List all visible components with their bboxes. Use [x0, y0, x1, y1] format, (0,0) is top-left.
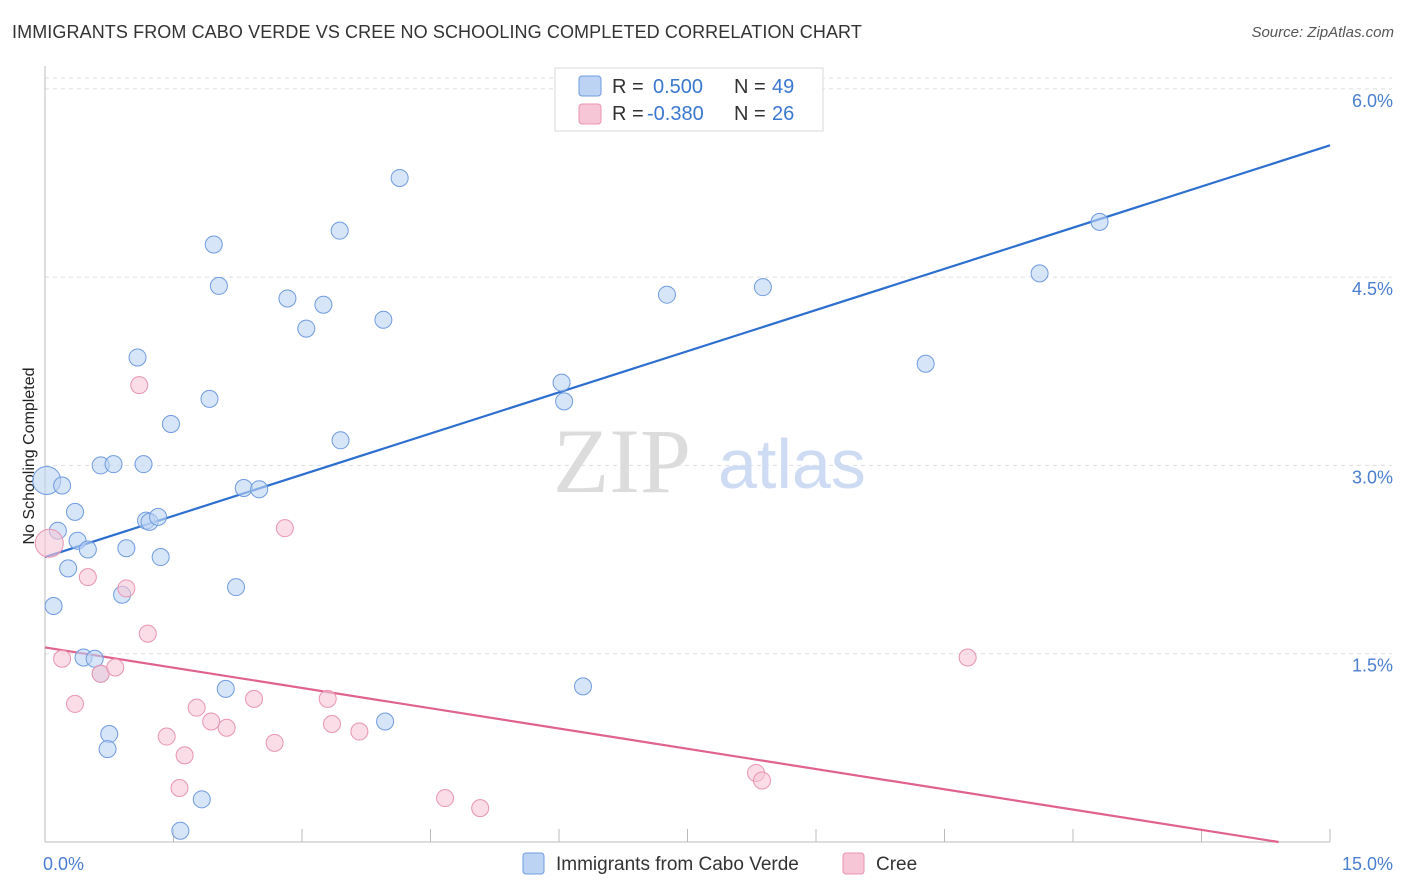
y-tick-label: 4.5% [1352, 279, 1393, 299]
point-blue [117, 539, 136, 558]
watermark: ZIP atlas [553, 410, 866, 512]
point-pink [436, 789, 455, 808]
point-blue [53, 476, 72, 495]
point-pink [65, 694, 84, 713]
legend-r-label-blue: R = [612, 76, 644, 98]
source-credit: Source: ZipAtlas.com [1251, 24, 1394, 41]
legend-r-value-pink: -0.380 [647, 103, 704, 125]
point-blue [753, 278, 772, 297]
point-pink [350, 722, 369, 741]
axes [44, 66, 1331, 843]
y-tick-labels: 1.5% 3.0% 4.5% 6.0% [1352, 91, 1393, 676]
point-pink [265, 733, 284, 752]
series-legend-swatch-blue [522, 852, 545, 875]
series-legend: Immigrants from Cabo Verde Cree [522, 852, 917, 875]
point-blue [65, 502, 84, 521]
point-blue [376, 712, 395, 731]
series-legend-label-blue: Immigrants from Cabo Verde [556, 854, 799, 875]
correlation-legend: R = 0.500 N = 49 R = -0.380 N = 26 [554, 67, 824, 132]
point-pink [130, 376, 149, 395]
chart-title: IMMIGRANTS FROM CABO VERDE VS CREE NO SC… [12, 22, 862, 42]
point-blue [98, 740, 117, 759]
point-blue [227, 578, 246, 597]
point-blue [209, 276, 228, 295]
point-blue [44, 597, 63, 616]
point-blue [250, 480, 269, 499]
point-blue [171, 821, 190, 840]
legend-swatch-pink [578, 103, 602, 125]
point-blue [552, 373, 571, 392]
point-blue [200, 389, 219, 408]
point-blue [85, 649, 104, 668]
point-blue [59, 559, 78, 578]
y-axis-label: No Schooling Completed [21, 368, 38, 545]
legend-swatch-blue [578, 75, 602, 97]
y-tick-label: 1.5% [1352, 656, 1393, 676]
y-tick-label: 3.0% [1352, 467, 1393, 487]
legend-n-value-blue: 49 [772, 76, 794, 98]
point-pink [471, 799, 490, 818]
point-blue [100, 725, 119, 744]
point-blue [916, 354, 935, 373]
series-legend-swatch-pink [842, 852, 865, 875]
point-pink [275, 519, 294, 538]
point-blue [192, 790, 211, 809]
point-pink [170, 779, 189, 798]
point-blue [331, 431, 350, 450]
point-pink [78, 568, 97, 587]
point-pink [322, 715, 341, 734]
point-blue [128, 348, 147, 367]
point-blue [297, 319, 316, 338]
legend-r-label-pink: R = [612, 103, 644, 125]
point-pink [217, 718, 236, 737]
point-blue [104, 455, 123, 474]
point-blue [555, 392, 574, 411]
point-blue [278, 289, 297, 308]
y-tick-label: 6.0% [1352, 91, 1393, 111]
point-pink [753, 771, 772, 790]
point-pink [117, 579, 136, 598]
point-blue [1030, 264, 1049, 283]
x-tick-label-min: 0.0% [43, 854, 84, 874]
point-blue [573, 677, 592, 696]
point-blue [657, 285, 676, 304]
x-tick-labels: 0.0% 15.0% [43, 854, 1393, 874]
series-legend-label-pink: Cree [876, 854, 917, 875]
point-pink [187, 698, 206, 717]
legend-n-label-pink: N = [734, 103, 766, 125]
point-blue [390, 168, 409, 187]
point-blue [234, 479, 253, 498]
point-blue [134, 455, 153, 474]
point-pink [245, 689, 264, 708]
point-pink [34, 528, 64, 558]
point-blue [204, 235, 223, 254]
point-pink [175, 746, 194, 765]
legend-n-label-blue: N = [734, 76, 766, 98]
legend-n-value-pink: 26 [772, 103, 794, 125]
point-pink [138, 624, 157, 643]
point-pink [106, 658, 125, 677]
point-blue [1090, 212, 1109, 231]
point-blue [151, 548, 170, 567]
watermark-zip: ZIP [553, 410, 691, 512]
point-blue [216, 679, 235, 698]
point-pink [53, 649, 72, 668]
point-blue [78, 540, 97, 559]
point-blue [374, 310, 393, 329]
point-pink [318, 689, 337, 708]
gridlines [45, 77, 1392, 655]
point-pink [958, 648, 977, 667]
point-blue [314, 295, 333, 314]
watermark-atlas: atlas [718, 425, 866, 503]
data-points [32, 168, 1109, 840]
point-blue [330, 221, 349, 240]
point-pink [157, 727, 176, 746]
trend-line-pink [44, 646, 1279, 844]
point-blue [161, 414, 180, 433]
legend-r-value-blue: 0.500 [653, 76, 703, 98]
point-pink [202, 712, 221, 731]
x-tick-label-max: 15.0% [1342, 854, 1393, 874]
point-blue [149, 507, 168, 526]
